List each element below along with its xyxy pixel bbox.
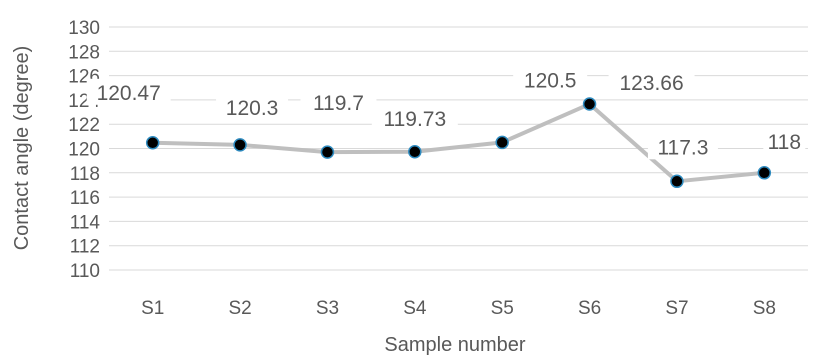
x-tick-label: S1 <box>141 298 164 319</box>
x-tick-label: S3 <box>316 298 339 319</box>
y-tick-label: 116 <box>70 188 100 209</box>
data-point <box>495 135 509 150</box>
series <box>145 97 772 189</box>
y-tick-label: 122 <box>68 115 100 136</box>
x-axis-ticks: S1 S2 S3 S4 S5 S6 S7 S8 <box>141 298 776 319</box>
y-tick-label: 130 <box>68 18 100 39</box>
data-point <box>408 145 422 159</box>
data-label-background <box>216 93 289 120</box>
data-label-background <box>371 104 458 131</box>
data-label: 120.3 <box>226 97 279 120</box>
data-label-background <box>513 66 588 93</box>
data-label: 120.47 <box>97 82 161 105</box>
data-label-background <box>647 133 718 160</box>
data-label: 123.66 <box>619 72 683 95</box>
data-label: 118 <box>768 131 801 154</box>
data-labels: 120.47 120.3 119.7 119.73 120.5 123.66 117.3 11… <box>86 66 806 160</box>
data-point <box>757 166 772 180</box>
y-tick-label: 128 <box>68 42 100 63</box>
x-tick-label: S5 <box>491 298 514 319</box>
x-tick-label: S7 <box>665 298 688 319</box>
x-tick-label: S4 <box>403 298 427 319</box>
y-tick-label: 118 <box>70 164 100 185</box>
data-label-background <box>86 78 171 105</box>
data-label-background <box>608 69 695 96</box>
y-tick-label: 114 <box>70 212 101 233</box>
x-tick-label: S8 <box>753 298 776 319</box>
data-label-background <box>300 89 377 116</box>
data-point <box>582 97 597 111</box>
data-point <box>145 136 160 150</box>
x-tick-label: S2 <box>228 298 251 319</box>
data-point <box>670 174 684 189</box>
data-point <box>233 138 247 152</box>
series-line <box>150 102 767 184</box>
data-label: 119.73 <box>383 108 446 131</box>
data-label: 120.5 <box>524 69 577 92</box>
x-axis-title: Sample number <box>384 334 526 356</box>
data-label: 119.7 <box>313 92 364 115</box>
data-label-background <box>763 127 806 154</box>
data-label: 117.3 <box>657 136 708 159</box>
y-tick-label: 120 <box>68 140 100 161</box>
data-point <box>320 145 335 159</box>
y-tick-label: 110 <box>70 261 100 282</box>
x-tick-label: S6 <box>578 298 601 319</box>
y-tick-label: 112 <box>70 237 100 258</box>
y-axis-title: Contact angle (degree) <box>11 46 33 251</box>
